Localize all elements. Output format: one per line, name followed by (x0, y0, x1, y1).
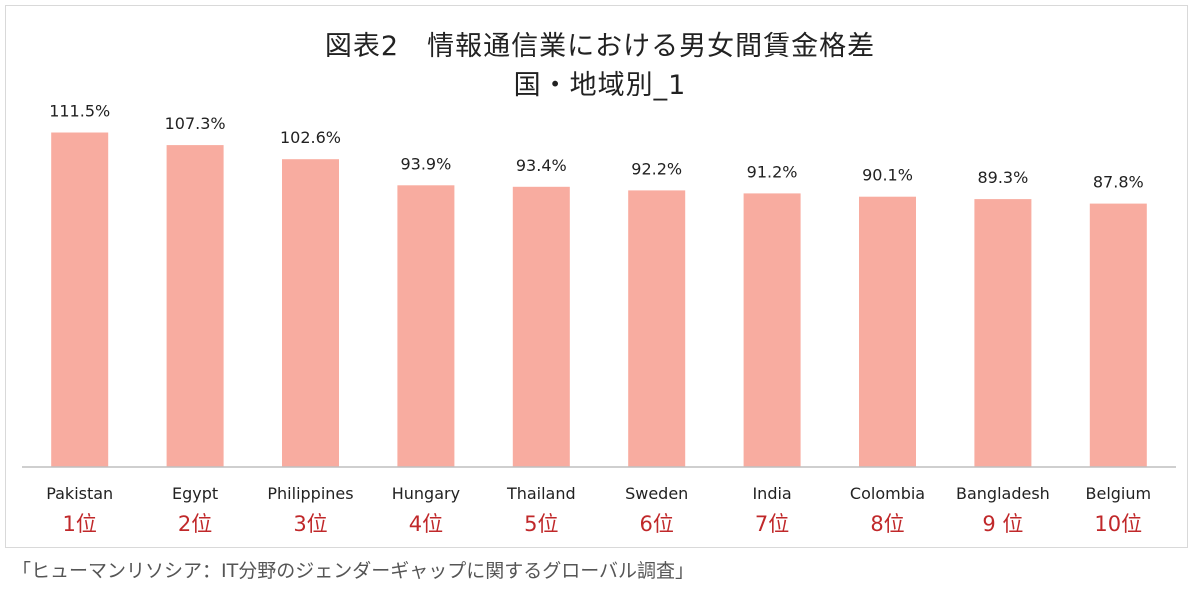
bar-sweden (628, 190, 686, 467)
rank-label-1: 1位 (63, 512, 97, 536)
data-label-hungary: 93.9% (400, 154, 451, 173)
bar-bangladesh (974, 199, 1032, 467)
data-label-bangladesh: 89.3% (977, 168, 1028, 187)
rank-label-3: 3位 (293, 512, 327, 536)
data-label-egypt: 107.3% (165, 114, 226, 133)
bar-colombia (859, 196, 916, 467)
source-note: 「ヒューマンリソシア：IT分野のジェンダーギャップに関するグローバル調査」 (12, 560, 695, 582)
bar-pakistan (51, 132, 109, 467)
x-tick-label-sweden: Sweden (625, 484, 688, 503)
rank-label-9: 9 位 (982, 512, 1023, 536)
data-label-pakistan: 111.5% (49, 102, 110, 121)
bar-belgium (1089, 203, 1147, 467)
bar-philippines (282, 159, 339, 467)
x-tick-label-hungary: Hungary (392, 484, 460, 503)
x-tick-label-egypt: Egypt (172, 484, 218, 503)
data-label-philippines: 102.6% (280, 128, 341, 147)
rank-label-5: 5位 (524, 512, 558, 536)
data-label-india: 91.2% (747, 162, 798, 181)
rank-label-8: 8位 (870, 512, 904, 536)
data-label-colombia: 90.1% (862, 166, 913, 185)
x-tick-label-india: India (752, 484, 791, 503)
bar-india (743, 193, 801, 467)
x-tick-label-thailand: Thailand (506, 484, 576, 503)
x-tick-label-philippines: Philippines (267, 484, 353, 503)
x-tick-label-bangladesh: Bangladesh (956, 484, 1050, 503)
bar-egypt (166, 145, 224, 467)
x-tick-label-colombia: Colombia (850, 484, 925, 503)
rank-label-4: 4位 (409, 512, 443, 536)
chart-subtitle: 国・地域別_1 (513, 70, 687, 101)
chart-title: 図表2 情報通信業における男女間賃金格差 (324, 31, 876, 62)
rank-label-7: 7位 (755, 512, 789, 536)
rank-label-10: 10位 (1094, 512, 1142, 536)
data-label-thailand: 93.4% (516, 156, 567, 175)
rank-label-2: 2位 (178, 512, 212, 536)
x-tick-label-pakistan: Pakistan (46, 484, 113, 503)
x-tick-label-belgium: Belgium (1086, 484, 1152, 503)
bar-thailand (512, 186, 570, 468)
data-label-sweden: 92.2% (631, 159, 682, 178)
data-label-belgium: 87.8% (1093, 173, 1144, 192)
rank-label-6: 6位 (640, 512, 674, 536)
bar-hungary (397, 185, 455, 468)
